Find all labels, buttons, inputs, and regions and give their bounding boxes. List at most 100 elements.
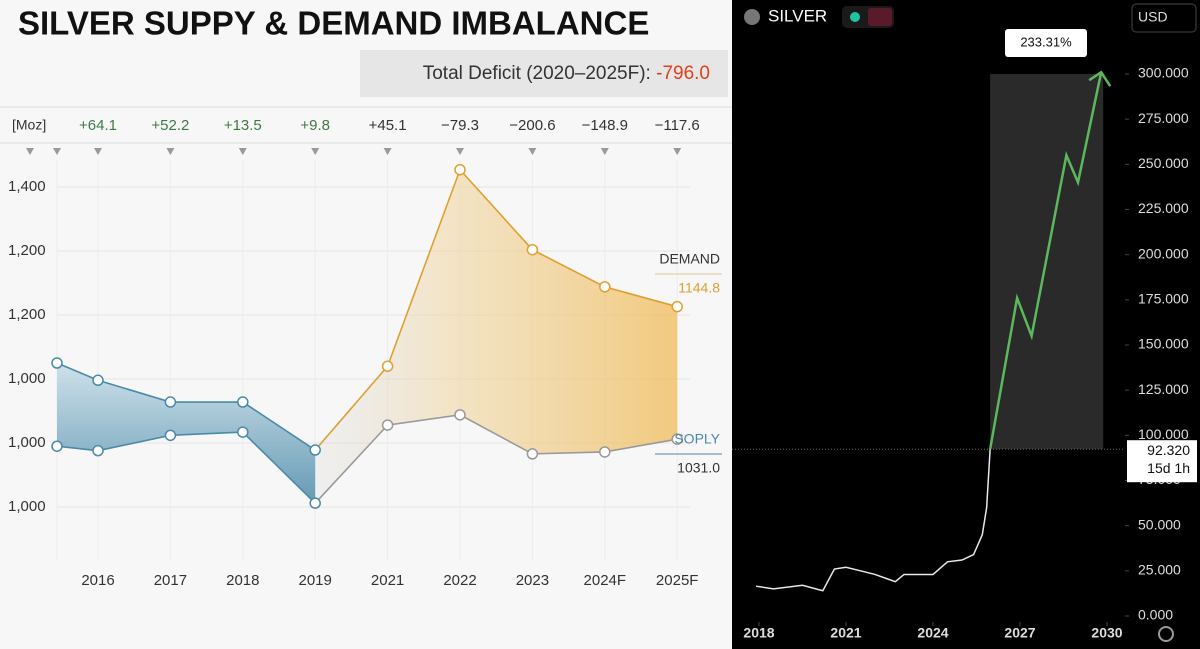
- y-tick-label: 150.000: [1138, 336, 1189, 352]
- y-tick-label: 275.000: [1138, 110, 1189, 126]
- settings-icon[interactable]: [1158, 626, 1174, 642]
- data-point: [51, 440, 63, 452]
- y-tick-label: 1,000: [8, 370, 46, 387]
- chart-title: SILVER SUPPY & DEMAND IMBALANCE: [18, 5, 649, 42]
- marker-triangle: [456, 148, 464, 155]
- arrow-head: [1088, 70, 1112, 87]
- data-point: [381, 419, 394, 431]
- x-tick-label: 2025F: [656, 572, 699, 589]
- balance-label: +45.1: [369, 117, 407, 134]
- data-point: [671, 433, 683, 445]
- symbol: SILVER: [768, 6, 827, 25]
- balance-label: +52.2: [151, 117, 189, 134]
- data-point: [599, 281, 611, 293]
- data-point: [51, 357, 63, 369]
- x-tick-label: 2023: [516, 572, 549, 589]
- x-tick-label: 2016: [81, 572, 114, 589]
- data-point: [92, 374, 104, 387]
- change-badge: [1005, 29, 1087, 57]
- y-tick-label: 25.000: [1138, 562, 1181, 578]
- y-tick-label: 1,400: [8, 178, 46, 195]
- y-tick-label: 300.000: [1138, 65, 1189, 81]
- x-tick-label: 2019: [299, 572, 332, 589]
- price-badge: [1127, 440, 1197, 483]
- x-tick-label: 2024: [917, 625, 948, 641]
- currency-button[interactable]: [1131, 3, 1197, 33]
- unit-label: [Moz]: [12, 117, 46, 133]
- data-point: [381, 360, 394, 372]
- data-point: [237, 426, 249, 438]
- end-label: 1144.8: [678, 280, 720, 296]
- status-icon: [868, 8, 892, 26]
- balance-label: +13.5: [224, 117, 262, 134]
- deficit-text: Total Deficit (2020–2025F): -796.0: [423, 63, 710, 84]
- marker-triangle: [383, 148, 392, 155]
- series-name: SOPLY: [674, 431, 720, 447]
- x-tick-label: 2024F: [584, 572, 627, 589]
- marker-triangle: [238, 148, 247, 155]
- y-tick-label: 125.000: [1138, 381, 1189, 397]
- y-tick-label: 175.000: [1138, 291, 1189, 307]
- y-tick-label: 1,000: [8, 498, 46, 515]
- balance-label: −79.3: [441, 117, 479, 134]
- y-tick-label: 1,200: [8, 306, 46, 323]
- balance-label: −117.6: [655, 117, 700, 134]
- marker-triangle: [528, 148, 537, 155]
- x-tick-label: 2018: [226, 572, 259, 589]
- data-point: [526, 243, 539, 256]
- x-tick-label: 2027: [1004, 625, 1035, 641]
- data-point: [164, 396, 177, 408]
- y-tick-label: 100.000: [1138, 426, 1189, 442]
- data-point: [92, 444, 104, 457]
- price-history: [755, 449, 991, 592]
- y-tick-label: 1,000: [8, 434, 46, 451]
- series-line: [314, 168, 678, 451]
- marker-triangle: [600, 148, 609, 155]
- left-chart: 1,400 1,200 1,200 1,000 1,000 1,000 2016 +64.1 2…: [8, 117, 722, 589]
- currency[interactable]: USD: [1138, 9, 1168, 25]
- marker-triangle: [26, 148, 34, 155]
- balance-label: −200.6: [509, 117, 555, 134]
- projection-line: [988, 71, 1103, 450]
- marker-triangle: [673, 148, 682, 155]
- marker-triangle: [53, 148, 61, 155]
- x-tick-label: 2021: [830, 625, 861, 641]
- right-chart: 0.00025.00050.00075.000100.000125.000150…: [732, 29, 1197, 641]
- x-tick-label: 2021: [371, 572, 404, 589]
- y-tick-label: 250.000: [1138, 155, 1189, 171]
- y-tick-label: 200.000: [1138, 245, 1189, 261]
- x-tick-label: 2018: [743, 625, 774, 641]
- balance-label: +64.1: [79, 117, 117, 134]
- data-point: [454, 163, 466, 176]
- data-point: [599, 446, 611, 458]
- change-label: 233.31%: [1020, 34, 1072, 49]
- right-panel: [732, 0, 1200, 649]
- x-tick-label: 2030: [1091, 625, 1122, 641]
- deficit-label: Total Deficit (2020–2025F):: [423, 63, 651, 84]
- data-point: [237, 396, 249, 408]
- status-dot: [850, 12, 860, 22]
- x-tick-label: 2017: [154, 572, 187, 589]
- symbol-icon: [744, 9, 760, 25]
- series-line: [314, 414, 678, 504]
- data-point: [309, 497, 321, 509]
- data-point: [309, 444, 321, 456]
- price-label: 92.320: [1147, 442, 1190, 458]
- y-tick-label: 50.000: [1138, 516, 1181, 532]
- marker-triangle: [94, 148, 102, 155]
- y-tick-label: 0.000: [1138, 607, 1173, 623]
- y-tick-label: 1,200: [8, 242, 46, 259]
- x-tick-label: 2022: [443, 572, 476, 589]
- surplus-area: [315, 169, 678, 504]
- data-point: [454, 409, 466, 421]
- deficit-value: -796.0: [656, 63, 710, 84]
- data-point: [526, 448, 539, 460]
- balance-label: +9.8: [300, 117, 330, 134]
- deficit-box: [360, 50, 728, 97]
- series-name: DEMAND: [659, 251, 720, 267]
- data-point: [671, 300, 683, 313]
- balance-label: −148.9: [582, 117, 628, 134]
- countdown: 15d 1h: [1147, 460, 1190, 476]
- data-point: [164, 429, 177, 442]
